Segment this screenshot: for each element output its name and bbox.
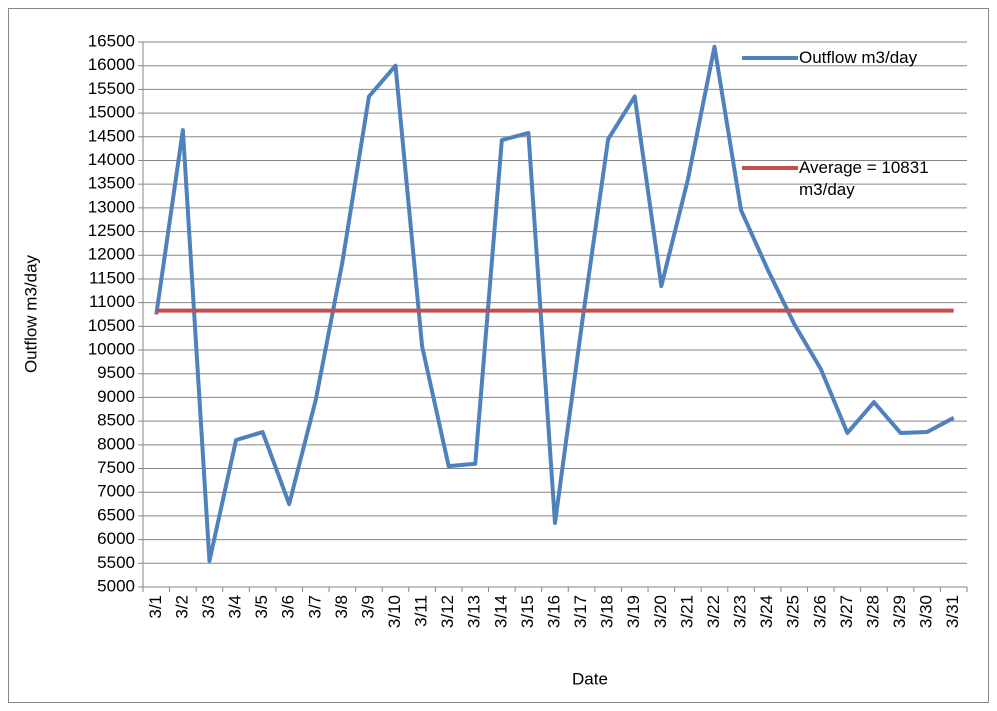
x-tick-label: 3/13 (465, 595, 484, 628)
y-tick-label: 9500 (97, 363, 135, 382)
x-tick-label: 3/19 (624, 595, 643, 628)
x-tick-label: 3/25 (784, 595, 803, 628)
y-tick-label: 14500 (88, 126, 135, 145)
x-tick-label: 3/30 (917, 595, 936, 628)
series-line (154, 44, 955, 563)
y-tick-label: 9000 (97, 387, 135, 406)
x-tick-label: 3/29 (890, 595, 909, 628)
x-tick-label: 3/4 (226, 595, 245, 619)
x-tick-label: 3/15 (518, 595, 537, 628)
y-tick-label: 14000 (88, 150, 135, 169)
x-tick-label: 3/14 (491, 595, 510, 628)
y-tick-label: 7000 (97, 482, 135, 501)
x-tick-label: 3/12 (438, 595, 457, 628)
x-tick-label: 3/31 (943, 595, 962, 628)
x-tick-label: 3/23 (731, 595, 750, 628)
y-tick-label: 5500 (97, 553, 135, 572)
x-tick-label: 3/10 (385, 595, 404, 628)
x-tick-label: 3/20 (651, 595, 670, 628)
y-tick-label: 6000 (97, 529, 135, 548)
y-tick-label: 11500 (89, 268, 135, 287)
y-tick-label: 13000 (88, 197, 135, 216)
x-tick-label: 3/11 (412, 595, 431, 627)
y-tick-label: 8500 (97, 411, 135, 430)
y-tick-label: 11000 (89, 292, 135, 311)
legend-label: Outflow m3/day (799, 48, 918, 67)
x-tick-label: 3/8 (332, 595, 351, 619)
x-tick-label: 3/22 (704, 595, 723, 628)
y-tick-label: 10500 (88, 316, 135, 335)
x-tick-label: 3/7 (305, 595, 324, 619)
y-tick-label: 8000 (97, 434, 135, 453)
x-tick-label: 3/16 (544, 595, 563, 628)
x-tick-label: 3/2 (172, 595, 191, 619)
x-tick-label: 3/24 (757, 595, 776, 628)
y-tick-label: 15500 (88, 79, 135, 98)
y-tick-label: 6500 (97, 505, 135, 524)
x-tick-label: 3/5 (252, 595, 271, 619)
y-axis-label: Outflow m3/day (21, 254, 40, 373)
y-tick-label: 12500 (88, 221, 135, 240)
y-tick-label: 16000 (88, 55, 135, 74)
legend-label: Average = 10831 m3/day (799, 158, 929, 199)
x-tick-label: 3/3 (199, 595, 218, 619)
x-axis-label: Date (572, 669, 608, 688)
y-tick-label: 10000 (88, 340, 135, 359)
x-tick-label: 3/26 (810, 595, 829, 628)
x-tick-label: 3/18 (598, 595, 617, 628)
x-tick-label: 3/17 (571, 595, 590, 628)
y-tick-label: 16500 (88, 31, 135, 50)
x-tick-label: 3/1 (146, 595, 165, 619)
y-tick-label: 5000 (97, 576, 135, 595)
x-tick-label: 3/6 (279, 595, 298, 619)
y-tick-label: 7500 (97, 458, 135, 477)
x-tick-label: 3/27 (837, 595, 856, 628)
y-tick-label: 12000 (88, 245, 135, 264)
x-tick-label: 3/9 (358, 595, 377, 619)
y-tick-label: 13500 (88, 174, 135, 193)
x-tick-label: 3/21 (677, 595, 696, 628)
y-tick-label: 15000 (88, 103, 135, 122)
x-tick-label: 3/28 (863, 595, 882, 628)
